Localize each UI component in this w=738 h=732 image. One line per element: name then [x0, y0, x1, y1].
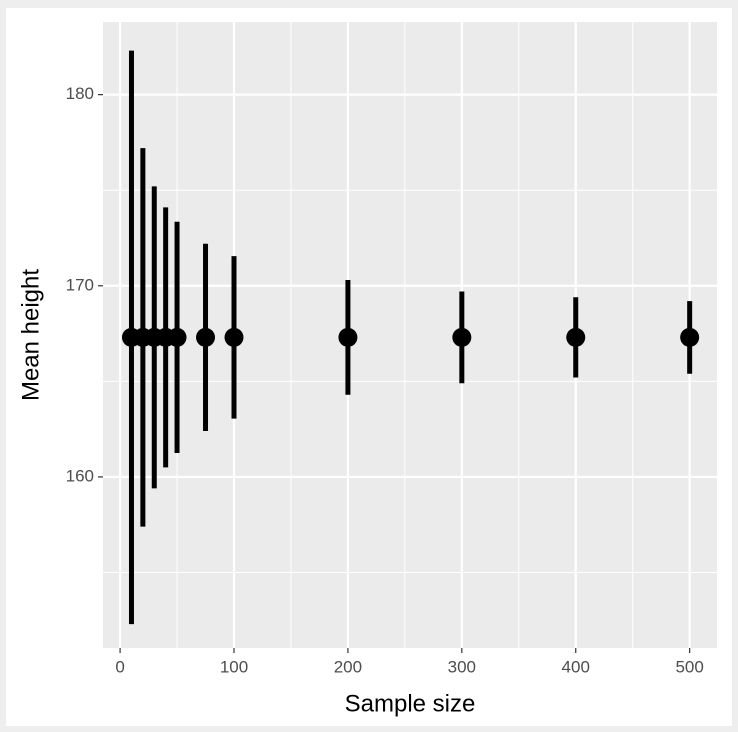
x-tick-label: 500: [675, 657, 703, 676]
point: [224, 327, 244, 347]
x-tick-label: 300: [448, 657, 476, 676]
panel: [103, 22, 717, 648]
y-tick-label: 170: [66, 275, 94, 294]
point: [452, 327, 472, 347]
point: [196, 327, 216, 347]
x-tick-label: 200: [334, 657, 362, 676]
point: [566, 327, 586, 347]
y-tick-label: 180: [66, 84, 94, 103]
point: [680, 327, 700, 347]
point: [167, 327, 187, 347]
x-tick-label: 400: [562, 657, 590, 676]
y-tick-label: 160: [66, 466, 94, 485]
x-tick-label: 100: [220, 657, 248, 676]
point: [338, 327, 358, 347]
y-axis-title: Mean height: [17, 269, 44, 401]
x-axis-title: Sample size: [345, 690, 476, 717]
x-tick-label: 0: [115, 657, 124, 676]
